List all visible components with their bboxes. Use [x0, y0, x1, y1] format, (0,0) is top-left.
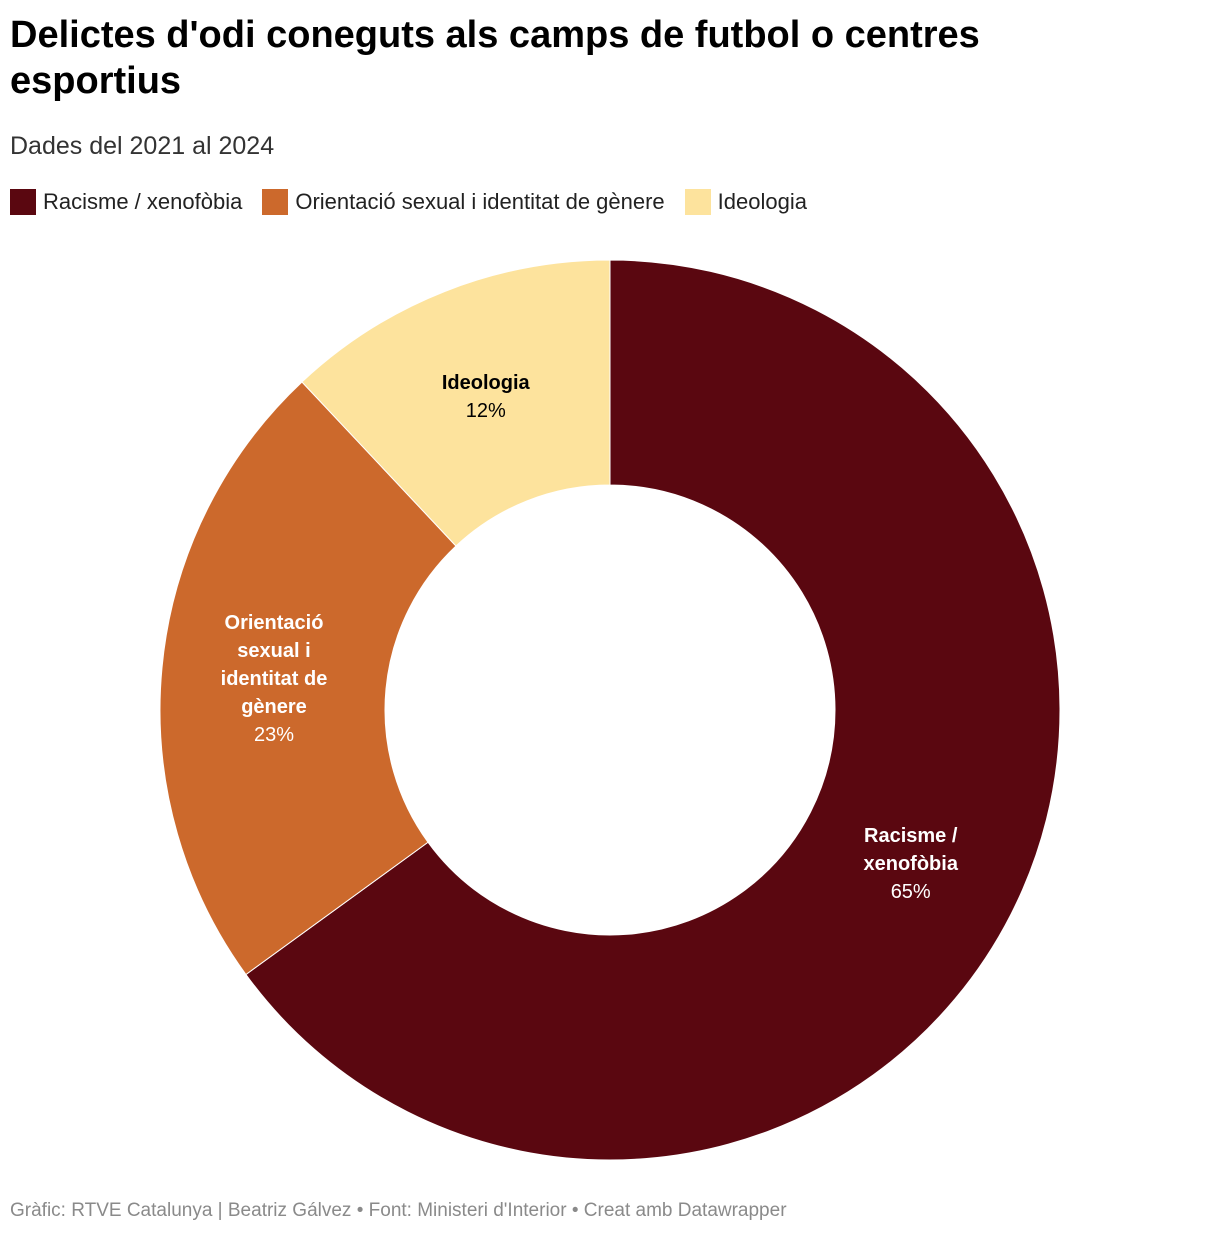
- slice-value-ideologia: 12%: [466, 400, 506, 422]
- chart-subtitle: Dades del 2021 al 2024: [10, 132, 275, 160]
- slice-orientacio: [159, 381, 457, 976]
- slice-name-orientacio: identitat de: [221, 668, 328, 690]
- legend-label-ideologia: Ideologia: [717, 189, 807, 214]
- slice-name-racisme: Racisme /: [864, 825, 958, 847]
- legend-item-racisme: Racisme / xenofòbia: [10, 189, 242, 215]
- legend-label-orientacio: Orientació sexual i identitat de gènere: [295, 189, 665, 214]
- slice-name-racisme: xenofòbia: [863, 853, 958, 875]
- slice-name-orientacio: gènere: [241, 696, 307, 718]
- slice-ideologia: [301, 259, 611, 547]
- slice-label-racisme: Racisme / xenofòbia 65%: [863, 825, 958, 903]
- slice-name-ideologia: Ideologia: [442, 372, 531, 394]
- legend-item-orientacio: Orientació sexual i identitat de gènere: [262, 189, 665, 215]
- legend-swatch-racisme: [10, 189, 36, 215]
- legend: Racisme / xenofòbia Orientació sexual i …: [10, 186, 827, 218]
- chart-footer: Gràfic: RTVE Catalunya | Beatriz Gálvez …: [10, 1200, 787, 1221]
- slice-label-orientacio: Orientació sexual i identitat de gènere 23%: [221, 612, 328, 746]
- legend-swatch-ideologia: [684, 189, 711, 215]
- slice-racisme: [245, 259, 1061, 1161]
- slice-value-orientacio: 23%: [254, 724, 294, 746]
- legend-label-racisme: Racisme / xenofòbia: [43, 189, 243, 214]
- slice-value-racisme: 65%: [891, 881, 931, 903]
- legend-item-ideologia: Ideologia: [684, 189, 807, 215]
- chart-title: Delictes d'odi coneguts als camps de fut…: [10, 14, 980, 102]
- slice-label-ideologia: Ideologia 12%: [442, 372, 531, 422]
- slice-name-orientacio: sexual i: [237, 640, 310, 662]
- legend-swatch-orientacio: [262, 189, 289, 215]
- slice-name-orientacio: Orientació: [225, 612, 324, 634]
